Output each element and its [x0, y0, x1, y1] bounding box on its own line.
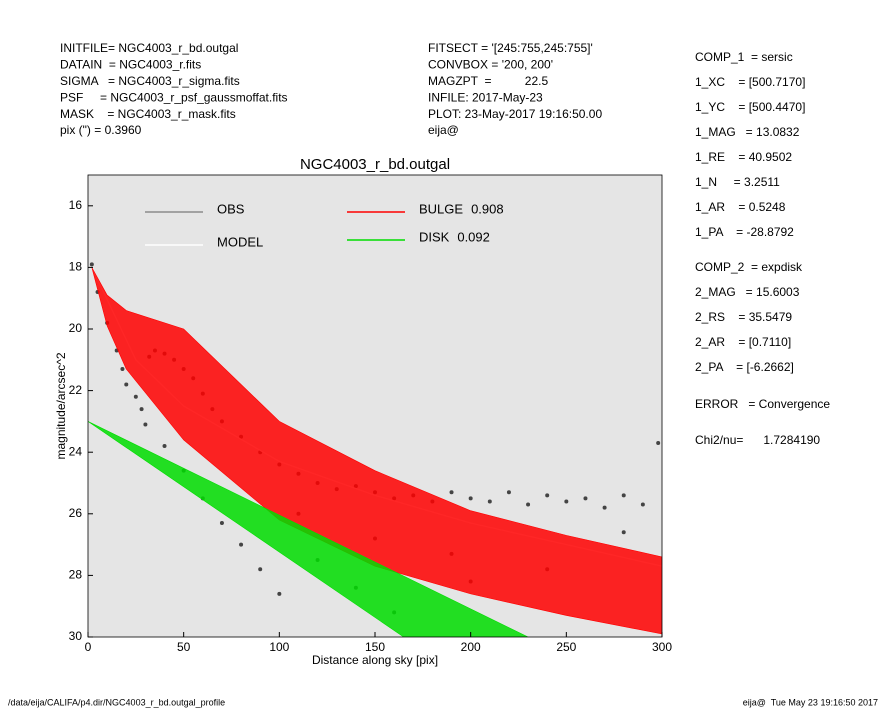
param-line: 1_RE = 40.9502 [695, 150, 792, 164]
y-tick-label: 28 [69, 568, 83, 582]
obs-point [133, 394, 138, 399]
y-tick-label: 30 [69, 629, 83, 643]
y-tick-label: 22 [69, 383, 83, 397]
obs-point [162, 444, 167, 449]
obs-point [258, 567, 263, 572]
obs-point [89, 262, 94, 267]
param-line: COMP_1 = sersic [695, 50, 793, 64]
obs-point [526, 502, 531, 507]
legend-label: MODEL [217, 234, 263, 249]
x-tick-label: 50 [177, 640, 191, 654]
header-line: CONVBOX = '200, 200' [428, 58, 553, 72]
y-tick-label: 16 [69, 198, 83, 212]
obs-point [139, 407, 144, 412]
y-tick-label: 24 [69, 444, 83, 458]
param-line: COMP_2 = expdisk [695, 260, 803, 274]
legend-fraction: 0.092 [457, 229, 490, 244]
header-line: pix (") = 0.3960 [60, 123, 142, 137]
param-line: 1_PA = -28.8792 [695, 225, 794, 239]
y-axis-label: magnitude/arcsec^2 [54, 352, 68, 459]
param-line: 2_AR = [0.7110] [695, 335, 791, 349]
header-line: INFILE: 2017-May-23 [428, 90, 543, 104]
param-line: 1_MAG = 13.0832 [695, 125, 800, 139]
x-tick-label: 0 [85, 640, 92, 654]
header-line: FITSECT = '[245:755,245:755]' [428, 41, 593, 55]
x-tick-label: 300 [652, 640, 672, 654]
x-tick-label: 150 [365, 640, 385, 654]
x-tick-label: 200 [461, 640, 481, 654]
model-band [88, 421, 529, 637]
footer-left: /data/eija/CALIFA/p4.dir/NGC4003_r_bd.ou… [8, 697, 225, 707]
obs-point [487, 499, 492, 504]
obs-point [564, 499, 569, 504]
param-line: Chi2/nu= 1.7284190 [695, 433, 820, 447]
param-line: 2_MAG = 15.6003 [695, 285, 800, 299]
obs-point [239, 542, 244, 547]
obs-point [545, 493, 550, 498]
obs-point [621, 530, 626, 535]
header-line: MAGZPT = 22.5 [428, 74, 548, 88]
x-axis-label: Distance along sky [pix] [312, 653, 438, 667]
header-line: DATAIN = NGC4003_r.fits [60, 58, 201, 72]
obs-point [640, 502, 645, 507]
legend-label: BULGE [419, 201, 463, 216]
legend-label: DISK [419, 229, 450, 244]
y-tick-label: 20 [69, 321, 83, 335]
param-line: 1_YC = [500.4470] [695, 100, 805, 114]
param-line: ERROR = Convergence [695, 397, 830, 411]
header-line: INITFILE= NGC4003_r_bd.outgal [60, 41, 238, 55]
header-line: MASK = NGC4003_r_mask.fits [60, 107, 236, 121]
obs-point [656, 440, 661, 445]
header-line: PSF = NGC4003_r_psf_gaussmoffat.fits [60, 90, 288, 104]
obs-point [468, 496, 473, 501]
header-line: SIGMA = NGC4003_r_sigma.fits [60, 74, 240, 88]
footer-right: eija@ Tue May 23 19:16:50 2017 [743, 697, 878, 707]
x-tick-label: 250 [556, 640, 576, 654]
chart-title: NGC4003_r_bd.outgal [300, 156, 450, 173]
param-line: 2_PA = [-6.2662] [695, 360, 794, 374]
plot-frame [87, 174, 663, 638]
obs-point [506, 490, 511, 495]
x-tick-label: 100 [269, 640, 289, 654]
plot-marks [88, 262, 662, 637]
obs-point [621, 493, 626, 498]
obs-point [583, 496, 588, 501]
param-line: 2_RS = 35.5479 [695, 310, 792, 324]
param-line: 1_AR = 0.5248 [695, 200, 786, 214]
obs-point [120, 367, 125, 372]
model-band [91, 267, 662, 635]
param-line: 1_XC = [500.7170] [695, 75, 805, 89]
obs-point [602, 505, 607, 510]
header-line: eija@ [428, 123, 459, 137]
header-line: PLOT: 23-May-2017 19:16:50.00 [428, 107, 602, 121]
obs-point [124, 382, 129, 387]
obs-point [219, 521, 224, 526]
y-tick-label: 18 [69, 260, 83, 274]
y-tick-label: 26 [69, 506, 83, 520]
obs-point [143, 422, 148, 427]
legend-fraction: 0.908 [471, 201, 504, 216]
param-line: 1_N = 3.2511 [695, 175, 780, 189]
obs-point [449, 490, 454, 495]
obs-point [277, 591, 282, 596]
legend-label: OBS [217, 201, 245, 216]
